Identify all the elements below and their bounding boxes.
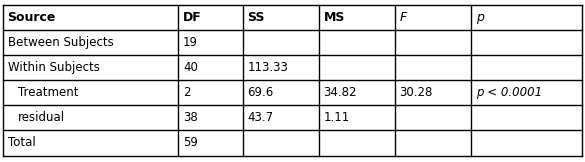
- Text: p < 0.0001: p < 0.0001: [476, 86, 542, 99]
- Text: 38: 38: [183, 111, 198, 124]
- Text: residual: residual: [18, 111, 65, 124]
- Text: 40: 40: [183, 61, 198, 74]
- Text: DF: DF: [183, 11, 202, 24]
- Text: Within Subjects: Within Subjects: [8, 61, 99, 74]
- Text: 2: 2: [183, 86, 191, 99]
- Text: SS: SS: [247, 11, 265, 24]
- Text: Source: Source: [8, 11, 56, 24]
- Text: 113.33: 113.33: [247, 61, 288, 74]
- Text: MS: MS: [324, 11, 345, 24]
- Text: 69.6: 69.6: [247, 86, 274, 99]
- Text: 1.11: 1.11: [324, 111, 350, 124]
- Text: Total: Total: [8, 136, 35, 150]
- Text: Treatment: Treatment: [18, 86, 78, 99]
- Text: Between Subjects: Between Subjects: [8, 36, 113, 49]
- Text: 59: 59: [183, 136, 198, 150]
- Text: F: F: [400, 11, 407, 24]
- Text: 30.28: 30.28: [400, 86, 433, 99]
- Text: 19: 19: [183, 36, 198, 49]
- Text: 43.7: 43.7: [247, 111, 274, 124]
- Text: p: p: [476, 11, 483, 24]
- Text: 34.82: 34.82: [324, 86, 357, 99]
